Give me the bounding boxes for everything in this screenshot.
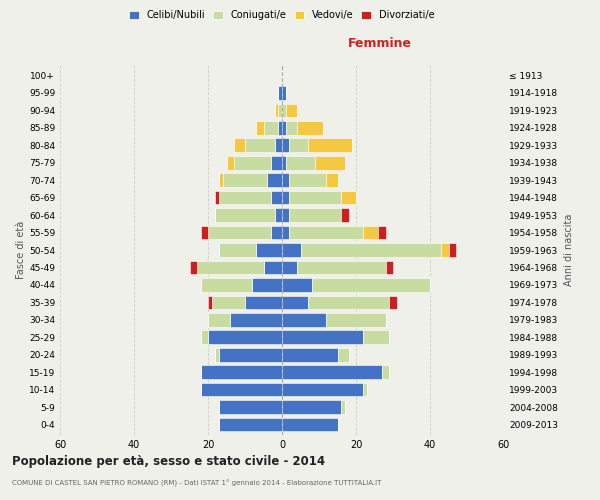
- Bar: [215, 348, 219, 362]
- Bar: [297, 121, 323, 134]
- Bar: [282, 104, 286, 117]
- Bar: [282, 278, 311, 291]
- Bar: [316, 156, 345, 170]
- Bar: [301, 243, 441, 257]
- Bar: [286, 156, 316, 170]
- Bar: [215, 191, 219, 204]
- Bar: [234, 156, 271, 170]
- Bar: [378, 226, 386, 239]
- Bar: [263, 260, 282, 274]
- Bar: [278, 121, 282, 134]
- Bar: [289, 138, 308, 152]
- Bar: [282, 400, 341, 414]
- Text: Popolazione per età, sesso e stato civile - 2014: Popolazione per età, sesso e stato civil…: [12, 455, 325, 468]
- Bar: [282, 383, 364, 396]
- Bar: [200, 330, 208, 344]
- Bar: [389, 296, 397, 309]
- Bar: [449, 243, 456, 257]
- Bar: [282, 226, 289, 239]
- Bar: [219, 418, 282, 432]
- Bar: [364, 226, 378, 239]
- Bar: [286, 121, 297, 134]
- Bar: [364, 330, 389, 344]
- Bar: [297, 260, 386, 274]
- Bar: [245, 138, 275, 152]
- Bar: [308, 296, 389, 309]
- Bar: [219, 174, 223, 187]
- Bar: [200, 226, 208, 239]
- Bar: [282, 243, 301, 257]
- Bar: [245, 296, 282, 309]
- Bar: [267, 174, 282, 187]
- Bar: [282, 86, 286, 100]
- Bar: [382, 366, 389, 379]
- Bar: [208, 330, 282, 344]
- Bar: [282, 418, 337, 432]
- Bar: [230, 313, 282, 326]
- Bar: [289, 226, 364, 239]
- Bar: [275, 138, 282, 152]
- Bar: [253, 278, 282, 291]
- Bar: [219, 348, 282, 362]
- Bar: [219, 191, 271, 204]
- Bar: [282, 156, 286, 170]
- Bar: [282, 138, 289, 152]
- Bar: [208, 313, 230, 326]
- Bar: [256, 121, 263, 134]
- Bar: [364, 383, 367, 396]
- Y-axis label: Anni di nascita: Anni di nascita: [563, 214, 574, 286]
- Bar: [278, 104, 282, 117]
- Bar: [215, 208, 275, 222]
- Bar: [208, 296, 212, 309]
- Bar: [212, 296, 245, 309]
- Bar: [282, 330, 364, 344]
- Bar: [234, 138, 245, 152]
- Bar: [341, 208, 349, 222]
- Bar: [282, 191, 289, 204]
- Bar: [341, 400, 345, 414]
- Bar: [271, 156, 282, 170]
- Bar: [337, 348, 349, 362]
- Bar: [197, 260, 263, 274]
- Bar: [219, 400, 282, 414]
- Y-axis label: Fasce di età: Fasce di età: [16, 221, 26, 279]
- Bar: [190, 260, 197, 274]
- Bar: [275, 208, 282, 222]
- Bar: [271, 226, 282, 239]
- Bar: [282, 366, 382, 379]
- Bar: [441, 243, 449, 257]
- Bar: [282, 121, 286, 134]
- Bar: [208, 226, 271, 239]
- Legend: Celibi/Nubili, Coniugati/e, Vedovi/e, Divorziati/e: Celibi/Nubili, Coniugati/e, Vedovi/e, Di…: [127, 8, 437, 23]
- Bar: [282, 296, 308, 309]
- Bar: [278, 86, 282, 100]
- Bar: [219, 243, 256, 257]
- Bar: [282, 260, 297, 274]
- Bar: [271, 191, 282, 204]
- Bar: [289, 191, 341, 204]
- Bar: [282, 348, 337, 362]
- Bar: [286, 104, 297, 117]
- Bar: [223, 174, 267, 187]
- Bar: [386, 260, 393, 274]
- Bar: [200, 278, 253, 291]
- Bar: [289, 174, 326, 187]
- Bar: [289, 208, 341, 222]
- Bar: [308, 138, 352, 152]
- Text: COMUNE DI CASTEL SAN PIETRO ROMANO (RM) - Dati ISTAT 1° gennaio 2014 - Elaborazi: COMUNE DI CASTEL SAN PIETRO ROMANO (RM) …: [12, 480, 382, 487]
- Bar: [282, 313, 326, 326]
- Bar: [200, 383, 282, 396]
- Bar: [282, 174, 289, 187]
- Bar: [275, 104, 278, 117]
- Bar: [263, 121, 278, 134]
- Bar: [326, 174, 337, 187]
- Bar: [341, 191, 356, 204]
- Bar: [256, 243, 282, 257]
- Bar: [227, 156, 234, 170]
- Bar: [311, 278, 430, 291]
- Bar: [200, 366, 282, 379]
- Bar: [326, 313, 386, 326]
- Text: Femmine: Femmine: [347, 37, 412, 50]
- Bar: [282, 208, 289, 222]
